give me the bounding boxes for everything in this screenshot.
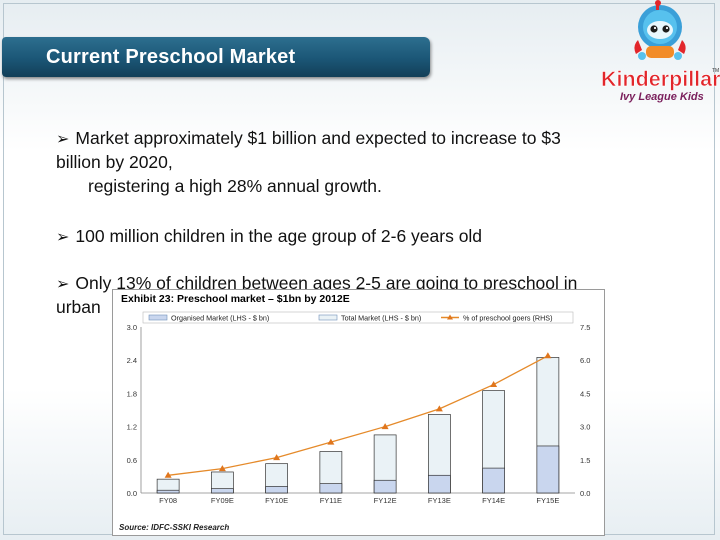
bullet-2: ➢ 100 million children in the age group o… [56,226,483,246]
x-tick-label: FY09E [211,496,234,505]
kinderpillar-logo: Kinderpillar TM Ivy League Kids [601,0,720,103]
y-left-tick-label: 3.0 [127,323,137,332]
x-tick-label: FY08 [159,496,177,505]
bar-organised-FY12E [373,479,397,494]
y-right-tick-label: 6.0 [580,356,590,365]
y-right-tick-label: 3.0 [580,423,590,432]
bar-organised-FY10E [265,486,288,494]
y-right-tick-label: 7.5 [580,323,590,332]
line-marker-FY14E [490,381,498,388]
x-tick-label: FY11E [320,496,342,505]
x-tick-label: FY15E [536,496,559,505]
legend-box [142,311,574,324]
line-marker-FY10E [273,454,281,461]
line-marker-FY15E [544,352,552,359]
exhibit-chart: Exhibit 23: Preschool market – $1bn by 2… [112,289,605,536]
bar-organised-FY11E [319,483,343,494]
y-left-tick-label: 2.4 [127,356,137,365]
logo-brand-text: Kinderpillar [601,67,720,91]
line-marker-FY13E [435,405,443,412]
bar-organised-FY15E [536,445,560,494]
robot-mascot-icon [634,0,686,60]
y-left-tick-label: 0.6 [127,456,137,465]
bullet-3: ➢ Only 13% of children between ages 2-5 a… [56,273,578,293]
chart-source: Source: IDFC-SSKI Research [119,523,229,532]
bullet-arrow-icon: ➢ [56,229,70,246]
line-marker-FY08 [164,471,172,478]
bullet-1: ➢ Market approximately $1 billion and exp… [56,128,561,148]
bullet-arrow-icon: ➢ [56,276,70,293]
x-tick-label: FY14E [482,496,505,505]
slide-title: Current Preschool Market [46,46,296,68]
bullet-3-line2: urban [56,297,101,317]
bullet-arrow-icon: ➢ [56,131,70,148]
line-marker-FY09E [218,465,226,472]
bullet-1-line2: billion by 2020, [56,152,173,172]
line-marker-FY11E [327,438,335,445]
chart-title: Exhibit 23: Preschool market – $1bn by 2… [121,293,350,305]
bar-organised-FY08 [156,489,180,494]
legend-label: Total Market (LHS - $ bn) [341,314,421,323]
logo-tagline-text: Ivy League Kids [620,91,704,103]
bar-organised-FY09E [211,488,234,494]
y-right-tick-label: 4.5 [580,389,590,398]
legend-label: Organised Market (LHS - $ bn) [171,314,269,323]
slide-title-bar: Current Preschool Market [2,37,430,77]
y-right-tick-label: 0.0 [580,489,590,498]
bar-organised-FY13E [428,474,451,494]
logo-tm-text: TM [712,68,719,74]
chart-svg: Exhibit 23: Preschool market – $1bn by 2… [119,293,590,532]
x-tick-label: FY13E [428,496,451,505]
legend-swatch [318,314,338,321]
legend-swatch [148,314,168,321]
line-marker-FY12E [381,423,389,430]
bar-organised-FY14E [482,467,505,494]
y-left-tick-label: 0.0 [127,489,137,498]
y-right-tick-label: 1.5 [580,456,590,465]
y-left-tick-label: 1.2 [127,423,137,432]
legend-label: % of preschool goers (RHS) [463,314,552,323]
x-tick-label: FY12E [374,496,397,505]
y-left-tick-label: 1.8 [127,389,137,398]
legend-marker [447,314,453,320]
bullet-1-line3: registering a high 28% annual growth. [88,176,382,196]
line-preschool-goers [168,355,549,476]
x-tick-label: FY10E [265,496,288,505]
